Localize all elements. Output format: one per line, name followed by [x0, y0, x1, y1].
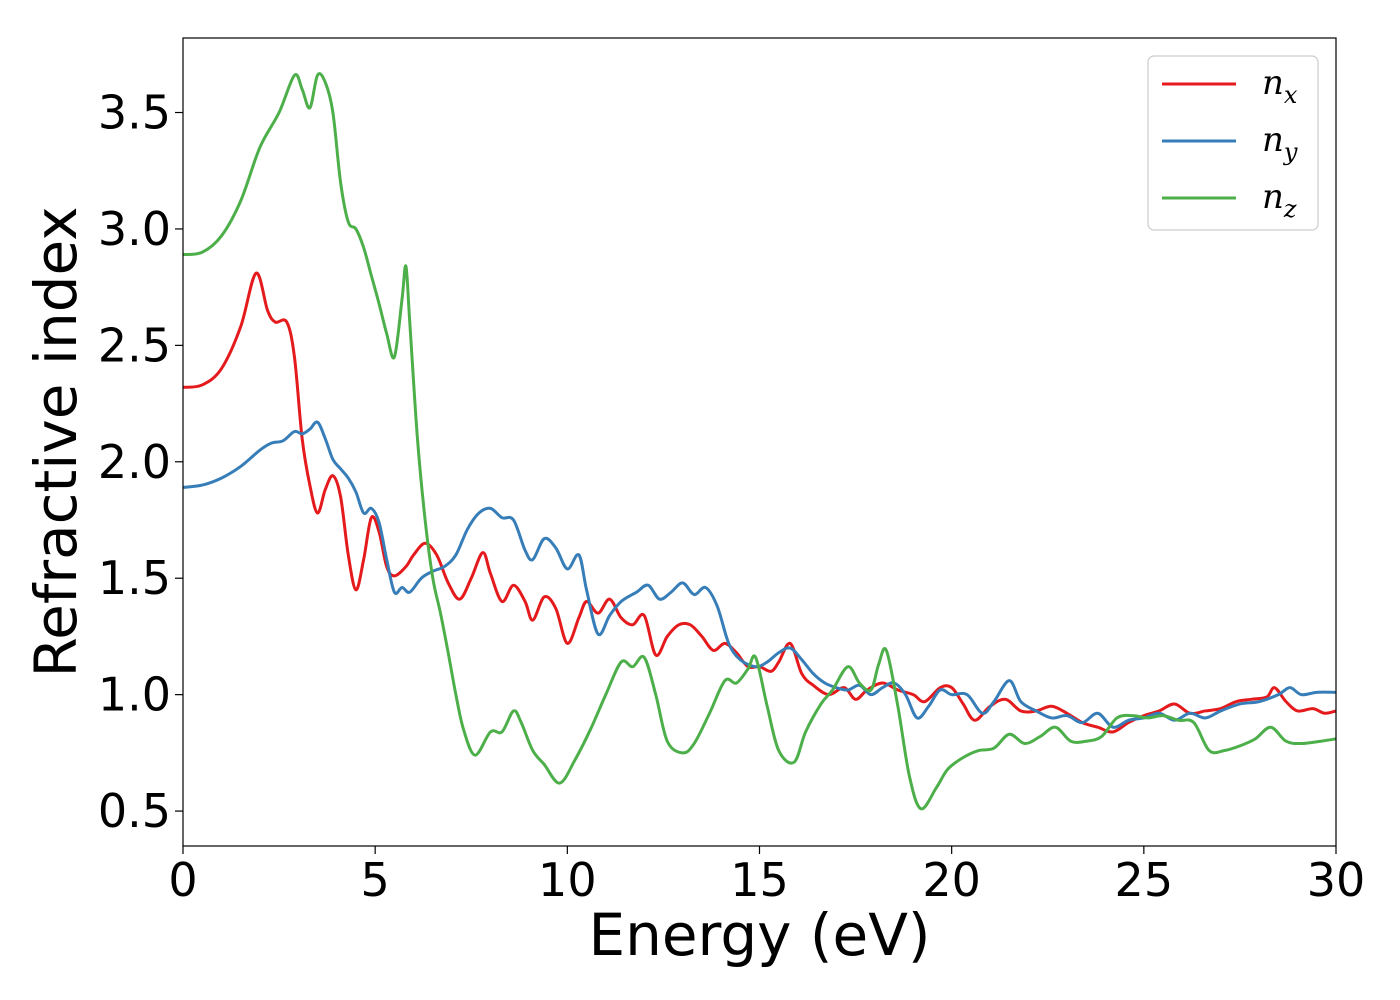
x-tick-label: 20	[922, 853, 981, 907]
x-tick-label: 0	[168, 853, 197, 907]
x-axis: 0 5 10 15 20 25 30	[168, 846, 1365, 907]
x-tick-label: 5	[361, 853, 390, 907]
legend-box	[1147, 55, 1319, 231]
series-line-z	[183, 72, 1336, 811]
series-layer	[183, 72, 1336, 811]
y-tick-label: 2.0	[98, 435, 171, 489]
legend-label-z: nz	[1262, 177, 1297, 223]
y-tick-label: 2.5	[98, 318, 171, 372]
y-tick-label: 0.5	[98, 784, 171, 838]
legend-label-x: nx	[1262, 63, 1298, 109]
y-axis: 0.5 1.0 1.5 2.0 2.5 3.0 3.5	[98, 86, 183, 838]
y-tick-label: 3.5	[98, 86, 171, 140]
series-line-y	[183, 420, 1336, 729]
y-tick-label: 1.5	[98, 551, 171, 605]
x-tick-label: 10	[538, 853, 597, 907]
x-tick-label: 15	[730, 853, 789, 907]
plot-area	[183, 38, 1336, 846]
x-tick-label: 25	[1115, 853, 1174, 907]
x-axis-label: Energy (eV)	[588, 901, 930, 969]
legend-label-y: ny	[1262, 120, 1298, 166]
legend: nx ny nz	[1147, 55, 1319, 231]
y-tick-label: 1.0	[98, 668, 171, 722]
series-line-x	[183, 271, 1336, 734]
y-tick-label: 3.0	[98, 202, 171, 256]
y-axis-label: Refractive index	[22, 206, 90, 677]
x-tick-label: 30	[1307, 853, 1366, 907]
